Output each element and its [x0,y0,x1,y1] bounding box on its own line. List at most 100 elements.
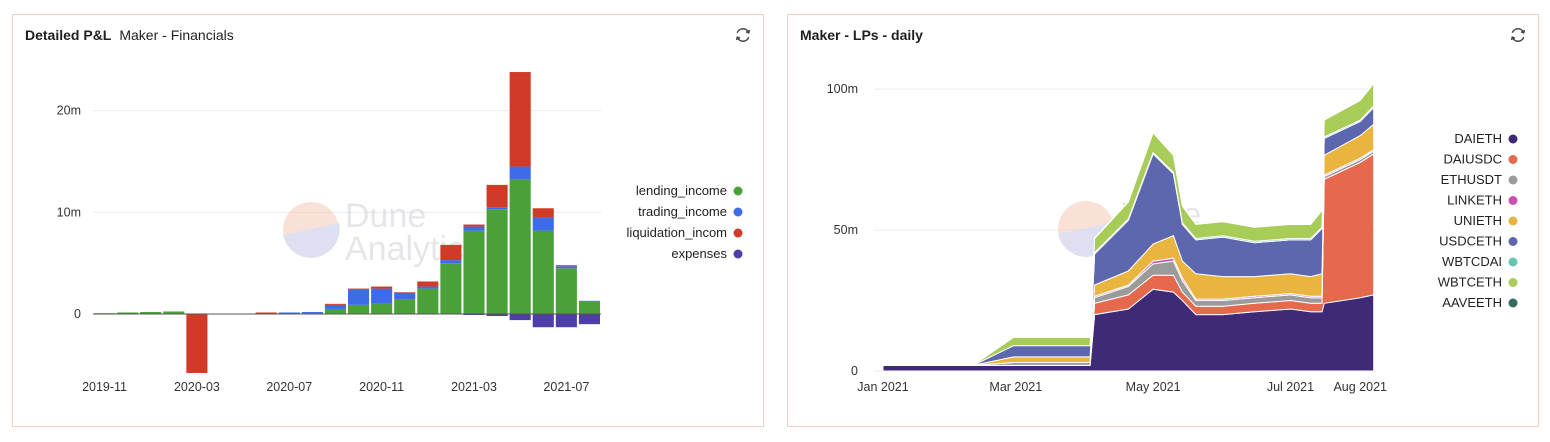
legend-label: LINKETH [1447,193,1502,208]
bar-segment [440,263,462,314]
legend-label: ETHUSDT [1441,172,1502,187]
bar-segment [301,311,323,313]
x-tick-label: Aug 2021 [1333,380,1387,394]
x-tick-label: 2021-03 [451,380,497,394]
refresh-icon[interactable] [1508,25,1528,45]
legend-label: lending_income [636,183,727,198]
legend-swatch [1508,237,1518,246]
x-tick-label: May 2021 [1126,380,1181,394]
legend-swatch [1508,134,1518,144]
y-tick-label: 50m [834,223,858,237]
legend-label: expenses [671,246,727,261]
legend-swatch [1508,196,1518,205]
bar-segment [463,224,485,227]
x-tick-label: 2021-07 [543,380,589,394]
bar-segment [394,292,416,293]
bar-segment [578,301,600,314]
bar-segment [509,166,531,180]
x-tick-label: 2020-11 [359,380,404,394]
bar-segment [301,312,323,314]
bar-segment [255,312,277,314]
bar-segment [509,179,531,314]
y-tick-label: 0 [851,364,858,378]
bar-segment [463,314,485,316]
refresh-icon[interactable] [733,25,753,45]
bar-segment [463,226,485,231]
bar-segment [417,288,439,314]
y-tick-label: 10m [57,205,81,219]
bar-segment [278,312,300,314]
legend-swatch [733,228,743,238]
x-tick-label: Mar 2021 [989,380,1042,394]
x-tick-label: 2020-07 [266,380,312,394]
bar-segment [486,207,508,210]
areas [882,81,1375,372]
y-tick-label: 20m [57,104,81,118]
x-tick-label: 2020-03 [174,380,220,394]
pnl-chart-panel: Detailed P&L Maker - Financials 0 10m 20m Du… [12,14,764,427]
bar-segment [532,208,554,218]
panel-title-bold: Detailed P&L [25,27,112,43]
area-aaveeth [883,81,1375,366]
legend-label: trading_income [638,204,727,219]
x-tick-label: Jul 2021 [1267,380,1314,394]
legend-label: DAIUSDC [1443,152,1502,167]
legend-label: UNIETH [1454,213,1502,228]
lps-chart-panel: Maker - LPs - daily 050m100mDuneAnalytic… [787,14,1539,427]
legend-label: DAIETH [1454,131,1502,146]
bar-segment [509,314,531,321]
bar-segment [348,304,370,314]
bar-segment [417,281,439,287]
legend-swatch [1508,278,1518,287]
bar-segment [440,260,462,264]
bar-segment [532,314,554,328]
bar-segment [486,314,508,317]
y-tick-label: 0 [74,307,81,321]
bar-segment [555,314,577,328]
x-tick-label: Jan 2021 [857,380,908,394]
legend-swatch [1508,298,1518,308]
bar-segment [555,268,577,314]
bar-segment [117,312,139,314]
legend-swatch [1508,175,1518,185]
bar-segment [486,184,508,208]
bar-segment [324,304,346,309]
bar-segment [348,289,370,305]
legend-swatch [1508,257,1518,267]
panel-title: Maker - LPs - daily [800,27,931,43]
bar-segment [371,288,393,304]
legend-label: WBTCDAI [1442,254,1502,269]
watermark-logo-bottom [283,223,340,258]
bar-segment [509,72,531,167]
y-tick-label: 100m [827,82,858,96]
bar-segment [163,311,185,314]
bar-segment [486,209,508,314]
bar-segment [532,230,554,314]
panel-title: Detailed P&L Maker - Financials [25,27,234,43]
bar-segment [186,314,208,373]
bar-segment [371,286,393,289]
legend-swatch [733,249,743,259]
bar-segment [348,288,370,290]
legend-label: USDCETH [1439,234,1502,249]
legend-swatch [733,186,743,196]
panel-title-bold: Maker - LPs - daily [800,27,923,43]
bar-segment [578,314,600,325]
legend: DAIETH DAIUSDC ETHUSDT LINKETH UNIETH USDCETH… [1438,131,1518,310]
bar-segment [532,217,554,231]
bar-segment [324,308,346,314]
bar-segment [440,244,462,261]
bar-segment [394,292,416,300]
legend-label: WBTCETH [1438,275,1502,290]
bar-segment [140,311,162,314]
panel-subtitle: Maker - Financials [119,27,234,43]
bar-segment [371,303,393,314]
bar-segment [463,230,485,314]
bar-segment [324,303,346,305]
x-tick-label: 2019-11 [82,380,127,394]
legend: lending_income trading_income liquidation_… [627,183,743,261]
legend-swatch [1508,155,1518,164]
